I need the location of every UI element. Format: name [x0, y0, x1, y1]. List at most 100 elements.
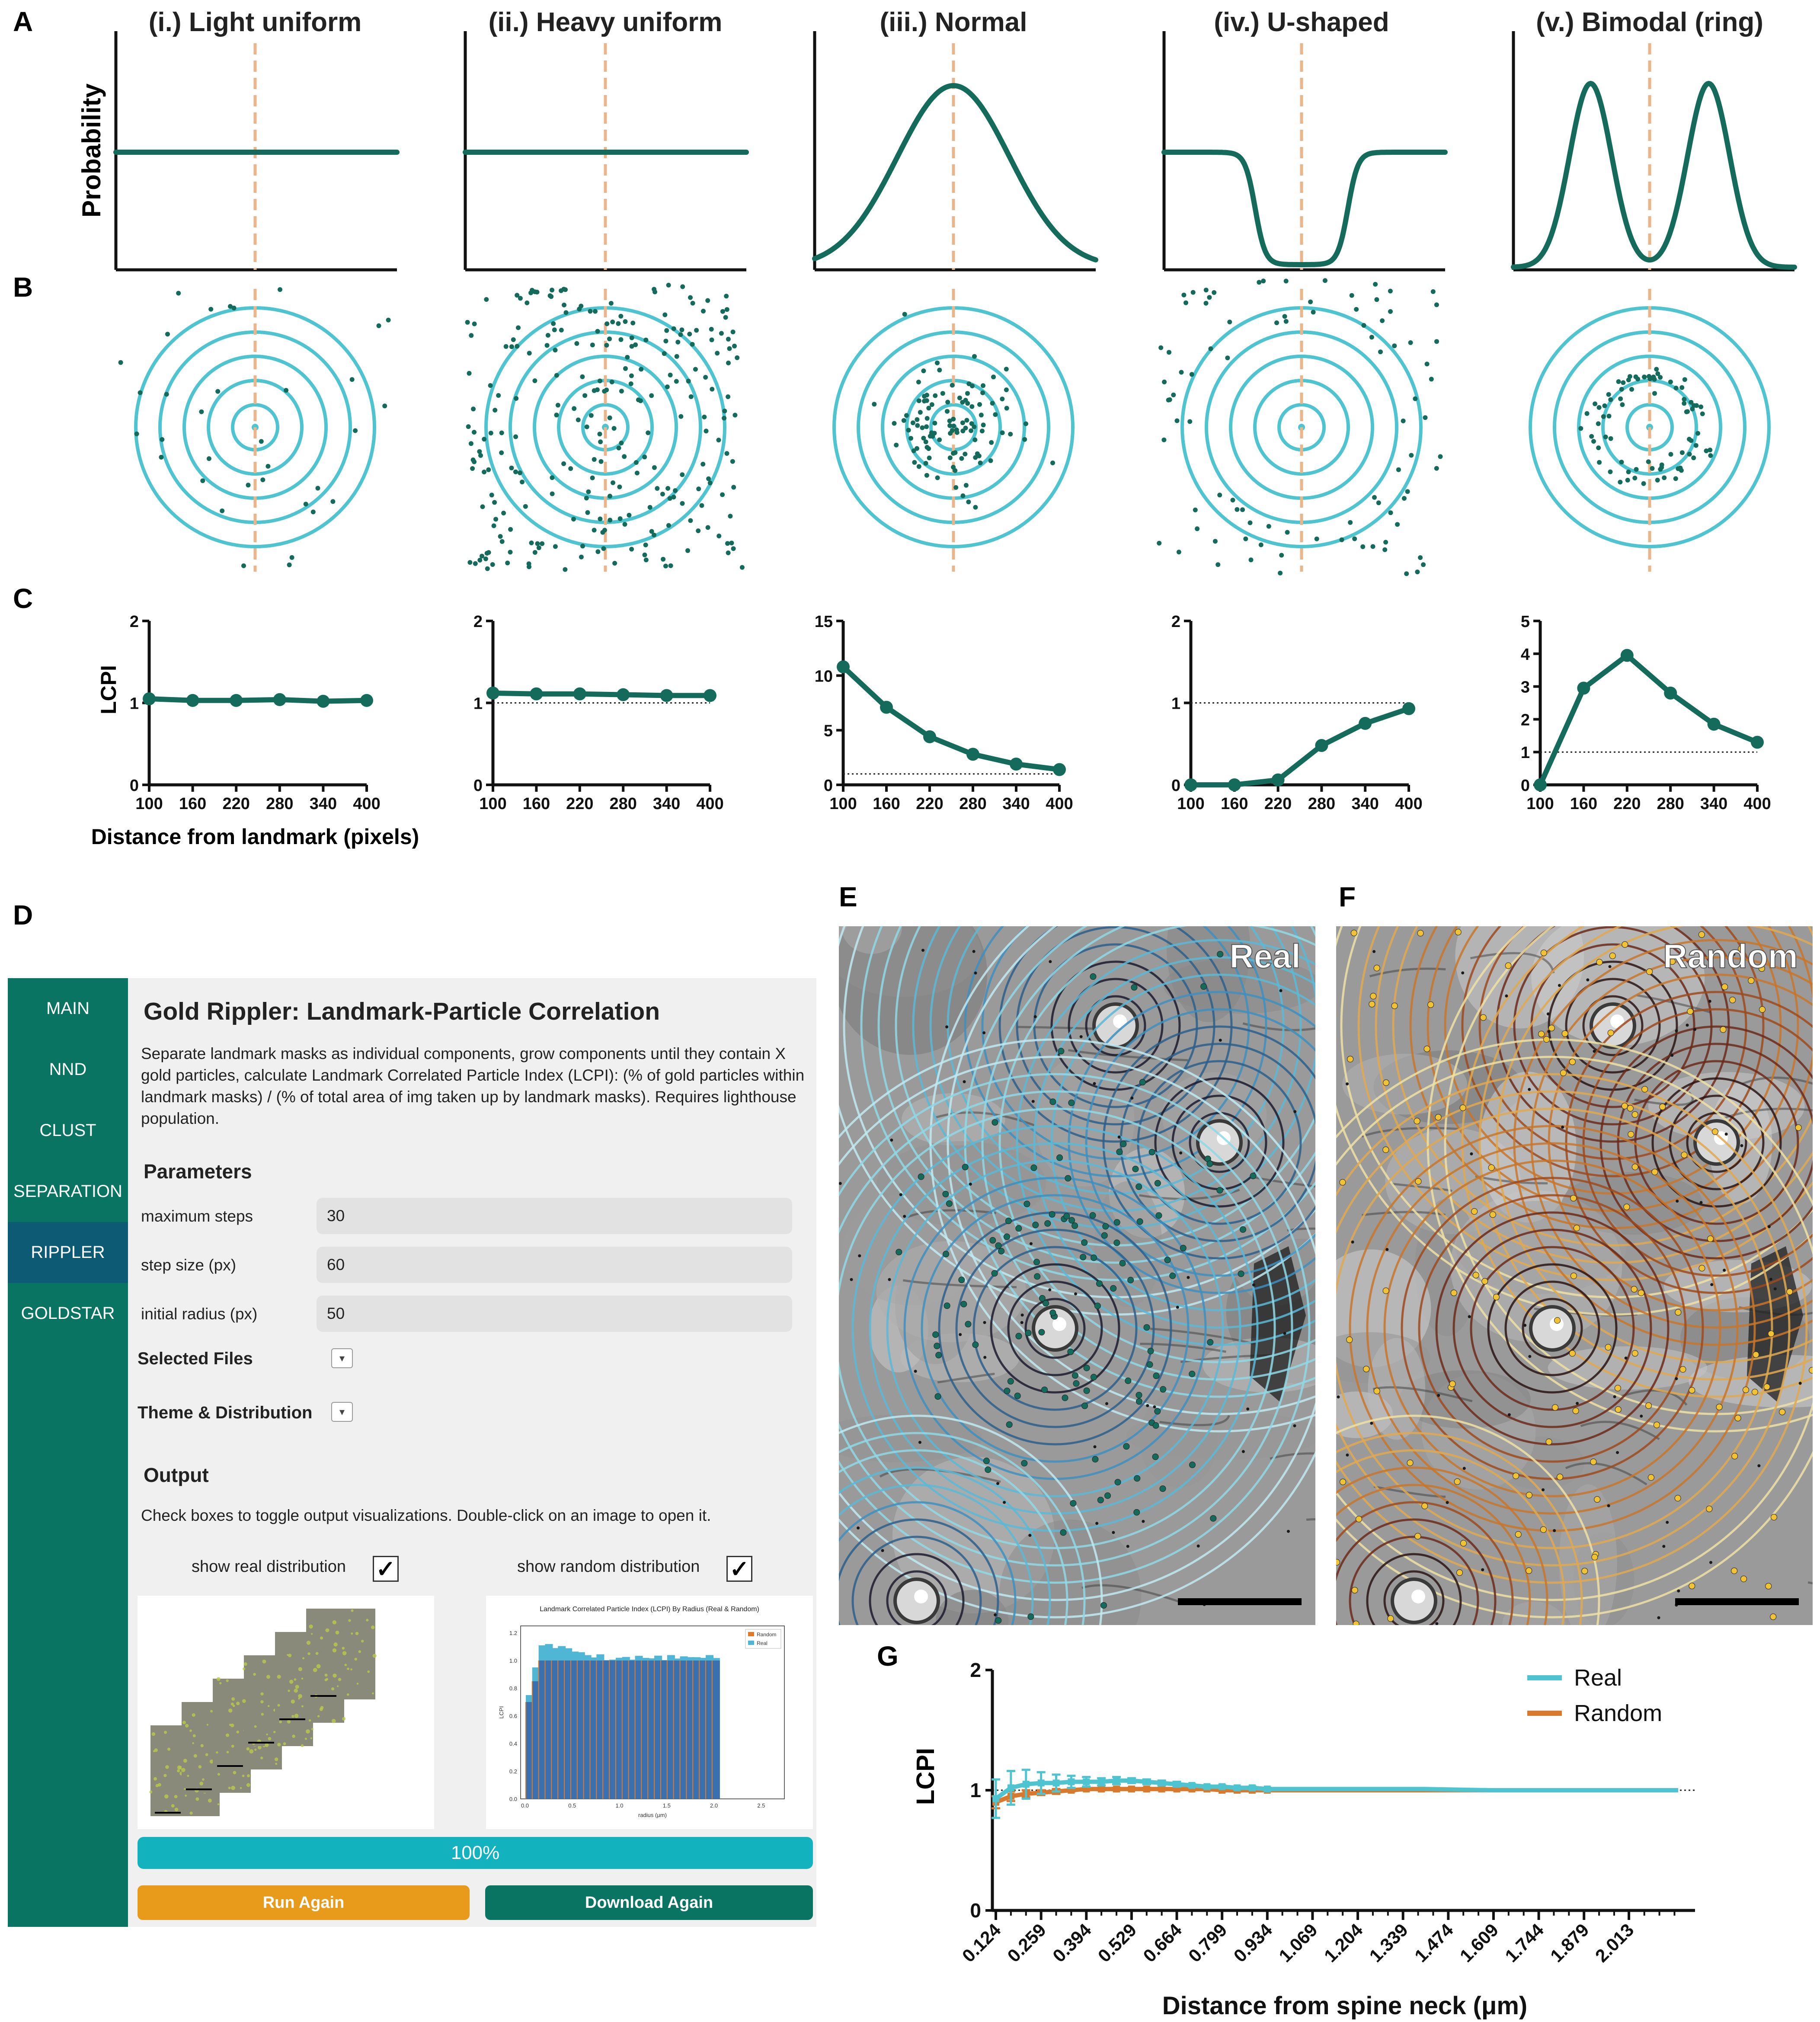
thumb-random-bar: [654, 1660, 662, 1799]
download-again-button[interactable]: Download Again: [485, 1885, 813, 1920]
distance-ring: [1530, 956, 1813, 1329]
gold-particle: [1207, 1339, 1214, 1346]
sidebar-item-rippler[interactable]: RIPPLER: [8, 1222, 128, 1283]
sidebar-item-goldstar[interactable]: GOLDSTAR: [21, 1304, 115, 1323]
gold-particle: [933, 393, 938, 398]
gold-particle: [688, 295, 693, 300]
gold-particle: [1429, 377, 1434, 382]
g-xlabel: Distance from spine neck (μm): [1162, 1992, 1527, 2020]
gold-particle: [1376, 500, 1381, 505]
distance-ring: [1435, 1211, 1670, 1446]
tile-ring-mark: [181, 1768, 186, 1772]
g-x-tick-label: 0.664: [1139, 1920, 1186, 1966]
gold-particle: [600, 530, 605, 535]
tile-ring-mark: [240, 1787, 242, 1789]
small-particle: [1593, 1049, 1596, 1053]
gold-particle: [1623, 1203, 1630, 1210]
gold-particle: [1601, 414, 1606, 419]
sidebar-item-main[interactable]: MAIN: [46, 999, 90, 1018]
small-particle: [1470, 1152, 1473, 1155]
series-marker: [1143, 1785, 1150, 1793]
gold-rippler-app: MAIN NND CLUST SEPARATION RIPPLER GOLDSTAR Go…: [8, 978, 816, 1927]
gold-particle: [1181, 292, 1187, 298]
gold-particle: [466, 424, 471, 429]
gold-particle: [1423, 415, 1428, 420]
tile-ring-mark: [325, 1628, 329, 1632]
initial-radius-input[interactable]: [317, 1296, 792, 1332]
gold-particle: [634, 470, 640, 476]
gold-particle: [1708, 453, 1713, 458]
tile-ring-mark: [231, 1785, 235, 1790]
gold-particle: [1742, 1386, 1749, 1393]
tile-ring-mark: [228, 1786, 231, 1789]
show-random-checkbox[interactable]: ✓: [726, 1556, 752, 1582]
gold-particle: [1676, 466, 1681, 471]
membrane-texture: [1559, 1484, 1617, 1625]
tile-ring-mark: [246, 1747, 250, 1751]
gold-particle: [478, 453, 483, 458]
tile-ring-mark: [163, 1731, 167, 1734]
gold-particle: [601, 546, 606, 551]
series-marker: [1219, 1783, 1226, 1790]
small-particle: [899, 1193, 902, 1197]
panel-b-subplot: [1529, 289, 1771, 572]
step-size-input[interactable]: [317, 1247, 792, 1283]
gold-particle: [515, 293, 520, 298]
series-marker: [1248, 1784, 1256, 1792]
sidebar-item-separation[interactable]: SEPARATION: [13, 1182, 122, 1201]
small-particle: [1351, 1240, 1354, 1244]
gold-particle: [940, 391, 945, 396]
gold-particle: [946, 1200, 953, 1207]
small-particle: [1028, 1534, 1032, 1537]
thumb-random-bar: [583, 1660, 592, 1799]
gold-particle: [1363, 1366, 1370, 1373]
distance-ring: [964, 926, 1315, 1398]
gold-particle: [972, 437, 978, 442]
distance-ring: [843, 926, 1315, 1299]
small-particle: [1657, 1616, 1660, 1619]
gold-particle: [1104, 1492, 1111, 1499]
gold-particle: [1160, 1386, 1167, 1393]
theme-distribution-dropdown[interactable]: ▾: [331, 1402, 353, 1422]
gold-particle: [680, 472, 685, 477]
tile-ring-mark: [294, 1678, 297, 1681]
distance-ring: [1085, 995, 1146, 1056]
gold-particle: [998, 1248, 1005, 1254]
distance-ring: [1651, 1077, 1782, 1208]
run-again-button[interactable]: Run Again: [138, 1885, 470, 1920]
gold-particle: [228, 304, 233, 309]
tile-ring-mark: [287, 1720, 291, 1724]
tile-ring-mark: [372, 1654, 377, 1658]
gold-particle: [1193, 507, 1198, 512]
gold-particle: [607, 336, 612, 342]
real-distribution-thumbnail[interactable]: [138, 1596, 434, 1829]
lcpi-point: [704, 689, 716, 702]
distance-ring: [981, 926, 1315, 1381]
gold-particle: [1062, 1395, 1068, 1401]
sidebar-item-nnd[interactable]: NND: [49, 1060, 87, 1079]
theme-distribution-label: Theme & Distribution: [138, 1403, 313, 1422]
thumb-y-tick: 0.6: [509, 1713, 517, 1719]
distance-ring: [1336, 1056, 1813, 1601]
gold-particle: [215, 389, 221, 394]
gold-particle: [598, 459, 604, 464]
gold-particle: [513, 434, 518, 439]
tile-ring-mark: [288, 1654, 292, 1657]
gold-particle: [553, 348, 558, 353]
gold-particle: [1596, 421, 1601, 426]
y-tick-label: 1: [473, 695, 483, 713]
maximum-steps-input[interactable]: [317, 1198, 792, 1234]
gold-particle: [973, 505, 978, 510]
show-real-checkbox[interactable]: ✓: [373, 1556, 399, 1582]
gold-particle: [1590, 1459, 1597, 1465]
selected-files-dropdown[interactable]: ▾: [331, 1348, 353, 1368]
gold-particle: [1372, 495, 1377, 500]
small-particle: [1146, 1404, 1149, 1408]
gold-particle: [989, 440, 994, 445]
gold-particle: [1354, 307, 1359, 312]
tile-ring-mark: [358, 1650, 361, 1653]
sidebar-item-clust[interactable]: CLUST: [39, 1121, 96, 1140]
gold-particle: [726, 360, 731, 365]
gold-particle: [1748, 977, 1755, 984]
lcpi-chart-thumbnail[interactable]: Landmark Correlated Particle Index (LCPI…: [486, 1596, 813, 1829]
